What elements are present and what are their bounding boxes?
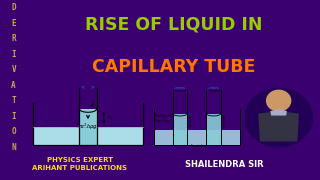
- Text: T cosθ: T cosθ: [174, 89, 186, 93]
- Text: Medius of
Capillary: Medius of Capillary: [155, 114, 171, 123]
- Text: I: I: [11, 50, 16, 59]
- Polygon shape: [206, 114, 221, 145]
- Text: E: E: [11, 19, 16, 28]
- Circle shape: [267, 90, 291, 111]
- Text: SHAILENDRA SIR: SHAILENDRA SIR: [185, 160, 263, 169]
- Polygon shape: [33, 127, 143, 145]
- Polygon shape: [154, 130, 240, 145]
- Text: T cosθ: T cosθ: [208, 89, 220, 93]
- Text: PHYSICS EXPERT
ARIHANT PUBLICATIONS: PHYSICS EXPERT ARIHANT PUBLICATIONS: [33, 157, 127, 171]
- Polygon shape: [270, 109, 287, 116]
- Text: T: T: [11, 96, 16, 105]
- Text: N: N: [11, 143, 16, 152]
- Polygon shape: [258, 111, 299, 141]
- Text: A: A: [11, 81, 16, 90]
- Text: I: I: [11, 112, 16, 121]
- Polygon shape: [173, 114, 187, 145]
- Text: V: V: [11, 65, 16, 74]
- Text: RISE OF LIQUID IN: RISE OF LIQUID IN: [85, 15, 262, 33]
- Polygon shape: [79, 109, 97, 145]
- Text: O: O: [11, 127, 16, 136]
- Text: R: R: [11, 34, 16, 43]
- Text: D: D: [11, 3, 16, 12]
- Text: h: h: [108, 115, 111, 120]
- Text: $\pi r^2 h\rho g$: $\pi r^2 h\rho g$: [78, 122, 98, 132]
- Text: Liquid: Liquid: [191, 144, 203, 148]
- Circle shape: [245, 88, 312, 147]
- Text: r: r: [91, 100, 93, 105]
- Text: CAPILLARY TUBE: CAPILLARY TUBE: [92, 58, 255, 76]
